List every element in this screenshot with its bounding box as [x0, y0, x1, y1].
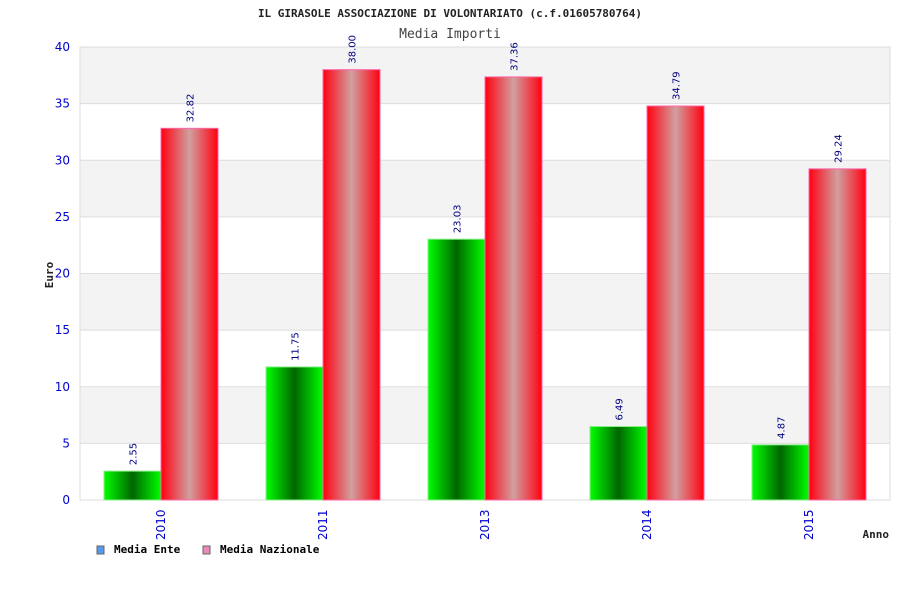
bar-media-nazionale — [322, 69, 381, 501]
chart-subtitle: Media Importi — [399, 27, 501, 42]
bar-media-ente — [265, 366, 324, 501]
x-tick-label: 2010 — [154, 509, 168, 540]
data-label: 29.24 — [834, 134, 845, 163]
bar-media-ente — [427, 238, 486, 501]
y-tick-label: 20 — [55, 267, 70, 281]
y-tick-label: 10 — [55, 380, 70, 394]
data-label: 11.75 — [291, 332, 302, 361]
y-tick-label: 35 — [55, 97, 70, 111]
y-tick-label: 25 — [55, 210, 70, 224]
data-label: 38.00 — [348, 35, 359, 64]
y-tick-label: 15 — [55, 323, 70, 337]
data-label: 37.36 — [510, 42, 521, 71]
legend-label-media-nazionale: Media Nazionale — [220, 543, 320, 556]
bar-media-nazionale — [646, 105, 705, 501]
bar-media-nazionale — [808, 168, 867, 501]
bar-media-ente — [751, 444, 810, 501]
y-tick-label: 0 — [62, 493, 70, 507]
legend-label-media-ente: Media Ente — [114, 543, 181, 556]
bar-media-nazionale — [160, 127, 219, 501]
x-tick-label: 2011 — [316, 509, 330, 540]
x-axis-label: Anno — [863, 528, 890, 541]
y-tick-label: 5 — [62, 436, 70, 450]
bar-media-ente — [103, 470, 162, 501]
data-label: 4.87 — [777, 417, 788, 439]
y-axis-label: Euro — [43, 261, 56, 288]
bar-media-ente — [589, 426, 648, 501]
data-label: 23.03 — [453, 205, 464, 234]
bar-media-nazionale — [484, 76, 543, 501]
data-label: 32.82 — [186, 94, 197, 123]
data-label: 34.79 — [672, 71, 683, 100]
x-tick-label: 2015 — [802, 509, 816, 540]
legend-swatch-media-nazionale — [202, 545, 211, 555]
y-tick-label: 30 — [55, 153, 70, 167]
chart-title: IL GIRASOLE ASSOCIAZIONE DI VOLONTARIATO… — [258, 7, 642, 20]
data-label: 2.55 — [129, 443, 140, 465]
data-label: 6.49 — [615, 398, 626, 420]
legend-swatch-media-ente — [96, 545, 105, 555]
x-tick-label: 2013 — [478, 509, 492, 540]
legend: Media Ente Media Nazionale — [96, 543, 320, 556]
x-tick-label: 2014 — [640, 509, 654, 540]
y-tick-label: 40 — [55, 40, 70, 54]
